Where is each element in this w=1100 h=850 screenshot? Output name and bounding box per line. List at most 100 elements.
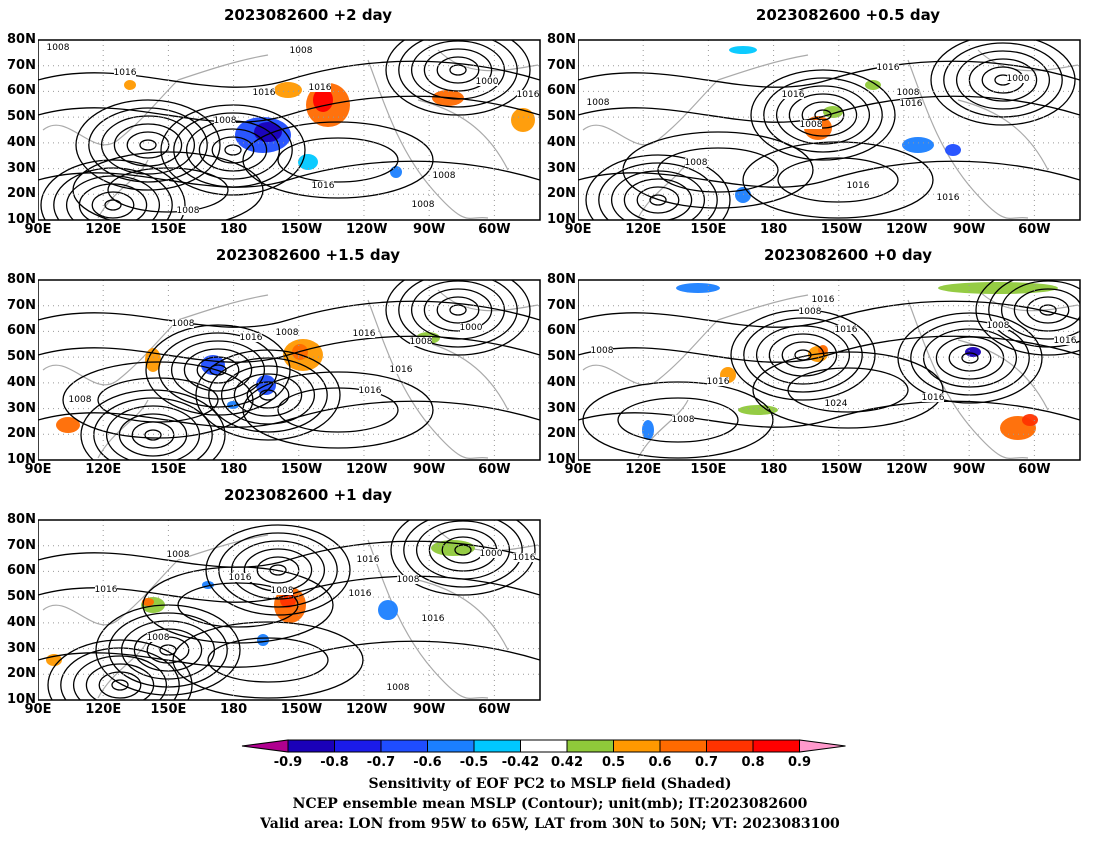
lon-tick-label: 120E [625, 462, 662, 477]
contour-label: 1008 [685, 158, 708, 168]
lat-tick-label: 60N [7, 323, 36, 339]
lat-tick-label: 40N [7, 614, 36, 630]
isobar [208, 357, 328, 433]
contour-label: 1008 [172, 319, 195, 329]
isobar [78, 183, 148, 220]
contour-label: 1008 [271, 586, 294, 596]
colorbar-tick-label: -0.6 [413, 755, 441, 770]
isobar [111, 679, 129, 691]
isobar [139, 139, 157, 151]
isobar [38, 640, 540, 668]
contour-label: 1008 [591, 346, 614, 356]
map-layer: 1008 1016 1016 1008 1016 1008 1000 1016 1016 1008… [38, 520, 540, 700]
colorbar-right-triangle [799, 739, 846, 753]
contour-label: 1008 [387, 683, 410, 693]
lat-tick-label: 80N [7, 272, 36, 287]
lat-tick-label: 60N [7, 83, 36, 99]
coastline [417, 579, 509, 651]
lon-tick-label: 120W [885, 462, 928, 477]
sensitivity-shade [142, 598, 154, 606]
lat-tick-label: 80N [547, 272, 576, 287]
lon-tick-label: 150W [280, 222, 323, 237]
map-content: 1016 1008 1016 1008 1016 1008 1016 1024 1016 1008 [578, 280, 1080, 460]
lon-tick-label: 60W [1018, 222, 1051, 237]
sensitivity-shade [729, 46, 757, 54]
lon-tick-label: 180 [760, 462, 788, 477]
lon-tick-label: 90E [24, 222, 52, 237]
sensitivity-shade [945, 144, 961, 156]
isobar [814, 109, 832, 121]
contour-label: 1016 [229, 573, 252, 583]
coastline [717, 54, 809, 81]
map-frame [38, 519, 541, 701]
contour-label-bg [591, 346, 613, 355]
isobar [40, 159, 186, 220]
contour-label-bg [587, 98, 609, 107]
contour-label-bg [476, 77, 498, 86]
sensitivity-shade [313, 88, 333, 112]
isobar [277, 137, 399, 183]
lat-tick-label: 20N [7, 186, 36, 202]
contour-label-bg [987, 321, 1009, 330]
lon-tick-label: 150W [280, 702, 323, 717]
isobar [65, 175, 161, 220]
map-panel-plus1day: 2023082600 +1 day 1008 1016 1016 1008 1016 10… [38, 486, 578, 706]
panel-title: 2023082600 +2 day [224, 6, 392, 24]
lon-tick-label: 90W [412, 702, 446, 717]
contour-label: 1008 [987, 321, 1010, 331]
contour-layer [38, 280, 540, 460]
map-frame [38, 279, 541, 461]
coastline [177, 54, 269, 81]
contour-label-bg [937, 193, 959, 202]
contour-layer [578, 40, 1080, 220]
isobar [183, 348, 253, 392]
contour-label-bg [69, 395, 91, 404]
isobar [623, 178, 693, 220]
contour-label-bg [517, 90, 539, 99]
isobar [220, 365, 316, 425]
sensitivity-shade [642, 420, 654, 440]
lat-tick-label: 10N [7, 212, 36, 227]
lon-tick-label: 120E [85, 222, 122, 237]
isobar [410, 280, 506, 340]
contour-label-bg [410, 337, 432, 346]
isobar [582, 381, 774, 459]
sensitivity-shade [298, 154, 318, 170]
isobar [269, 564, 287, 576]
colorbar-tick-label: 0.9 [788, 755, 811, 770]
lat-tick-label: 50N [7, 589, 36, 605]
map-panel-plus1p5day: 2023082600 +1.5 day 1008 1016 1008 1016 1000… [38, 246, 578, 466]
colorbar-segment [752, 739, 800, 753]
sensitivity-shade [1022, 414, 1038, 426]
isobar [277, 387, 399, 433]
colorbar-tick-label: -0.8 [320, 755, 348, 770]
lat-tick-label: 20N [547, 186, 576, 202]
colorbar-segment [380, 739, 428, 753]
map-layer: 1008 1016 1008 1016 1000 1008 1016 1016 1008 [38, 280, 540, 460]
contour-label: 1024 [825, 399, 848, 409]
contour-label-bg [900, 99, 922, 108]
lat-tick-label: 20N [547, 426, 576, 442]
contour-label: 1016 [707, 377, 730, 387]
colorbar-tick-label: 0.5 [602, 755, 625, 770]
isobar [105, 405, 201, 460]
sensitivity-shade [274, 82, 302, 98]
isobar [38, 335, 540, 363]
isobar [98, 671, 142, 699]
isobar [205, 524, 351, 616]
contour-label-bg [240, 333, 262, 342]
panel-title: 2023082600 +0.5 day [755, 6, 941, 24]
coastline [957, 339, 1049, 411]
isobar [910, 320, 1030, 396]
colorbar-segment [287, 739, 335, 753]
contour-label: 1008 [177, 206, 200, 216]
colorbar-segment [613, 739, 661, 753]
lat-tick-label: 70N [547, 297, 576, 313]
contour-label-bg [390, 365, 412, 374]
lat-tick-label: 40N [7, 134, 36, 150]
colorbar: -0.9 -0.8 -0.7 -0.6 -0.5 -0.42 0.42 0.5 0.6 0.7 0.… [241, 739, 846, 770]
contour-label: 1016 [390, 365, 413, 375]
isobar [781, 341, 825, 369]
lat-tick-label: 40N [7, 374, 36, 390]
